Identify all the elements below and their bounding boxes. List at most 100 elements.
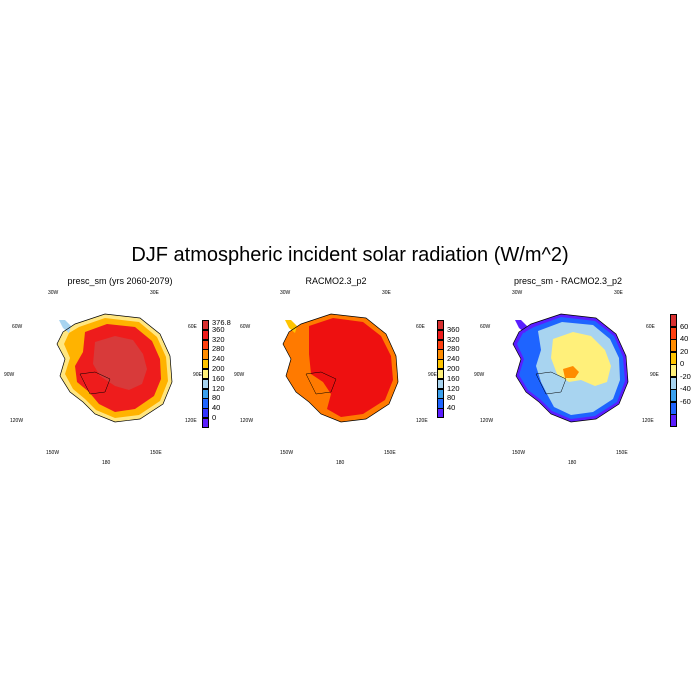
colorbar-cell — [437, 359, 444, 370]
colorbar-label: 320 — [447, 334, 460, 344]
colorbar-label: 200 — [447, 364, 460, 373]
lon-label-150e: 150E — [150, 450, 162, 456]
colorbar-label: 120 — [212, 383, 225, 393]
peninsula — [59, 320, 71, 333]
colorbar-cell — [670, 351, 677, 365]
colorbar-cell — [437, 388, 444, 399]
colorbar-label: 360 — [447, 324, 460, 334]
colorbar-cell — [202, 408, 209, 419]
colorbar-cell — [437, 329, 444, 341]
colorbar-label: 40 — [447, 403, 456, 413]
colorbar-cell — [202, 359, 209, 370]
colorbar-cell — [670, 339, 677, 352]
colorbar-label: 80 — [212, 393, 221, 403]
lon-label-180: 180 — [336, 460, 345, 466]
colorbar-label: 0 — [212, 413, 217, 422]
colorbar-cell — [202, 339, 209, 350]
lon-label-120w: 120W — [10, 418, 24, 424]
colorbar-label: 280 — [212, 344, 225, 354]
antarctica-map-presc-sm — [56, 313, 173, 423]
colorbar-cell — [670, 314, 677, 327]
antarctica-map-difference — [512, 313, 629, 423]
colorbar-cell — [202, 369, 209, 380]
ice-shelf-outline — [56, 313, 173, 423]
panel-difference: presc_sm - RACMO2.3_p2 30W 30E 60W 60E 9… — [474, 276, 696, 466]
peninsula — [515, 320, 527, 333]
colorbar-cell — [670, 376, 677, 390]
colorbar-cell — [670, 414, 677, 427]
lon-label-120e: 120E — [416, 418, 428, 424]
colorbar-cell — [202, 418, 209, 429]
colorbar-label: 240 — [212, 354, 225, 364]
colorbar-label: 160 — [447, 373, 460, 383]
lon-label-90e: 90E — [193, 372, 202, 378]
lon-label-30e: 30E — [382, 290, 391, 296]
colorbar-label: 120 — [447, 383, 460, 393]
colorbar-label: -40 — [680, 384, 691, 393]
colorbar-label: 160 — [212, 373, 225, 383]
lon-label-120e: 120E — [642, 418, 654, 424]
peninsula — [285, 320, 297, 333]
colorbar-label: 320 — [212, 334, 225, 344]
ice-shelf-outline — [282, 313, 399, 423]
lon-label-180: 180 — [102, 460, 111, 466]
lon-label-150w: 150W — [280, 450, 294, 456]
colorbar-cell — [670, 364, 677, 377]
colorbar-cell — [202, 329, 209, 341]
lon-label-30w: 30W — [512, 290, 523, 296]
colorbar-label: 60 — [680, 321, 689, 331]
colorbar-label: 280 — [447, 344, 460, 354]
lon-label-60w: 60W — [12, 324, 23, 330]
colorbar-label: 200 — [212, 364, 225, 373]
colorbar-label: -20 — [680, 371, 691, 381]
interior-anomaly — [563, 366, 579, 378]
colorbar-label: 40 — [212, 403, 221, 413]
colorbar-label: 40 — [680, 334, 689, 343]
lon-label-60w: 60W — [240, 324, 251, 330]
antarctica-map-racmo — [282, 313, 399, 423]
colorbar-cell — [202, 320, 209, 331]
lon-label-150w: 150W — [512, 450, 526, 456]
colorbar-label: 360 — [212, 324, 225, 334]
colorbar-cell — [670, 401, 677, 415]
lon-label-90e: 90E — [650, 372, 659, 378]
colorbar-label: 0 — [680, 359, 685, 368]
lon-label-150e: 150E — [616, 450, 628, 456]
panel-title: RACMO2.3_p2 — [305, 276, 367, 286]
lon-label-30e: 30E — [150, 290, 159, 296]
lon-label-120w: 120W — [240, 418, 254, 424]
lon-label-30w: 30W — [48, 290, 59, 296]
lon-label-90w: 90W — [234, 372, 245, 378]
lon-label-90w: 90W — [4, 372, 15, 378]
lon-label-120e: 120E — [185, 418, 197, 424]
colorbar-label: 240 — [447, 354, 460, 364]
colorbar-label: 20 — [680, 346, 689, 356]
lon-label-90e: 90E — [428, 372, 437, 378]
panel-racmo: RACMO2.3_p2 30W 30E 60W 60E 90W 90E 120W… — [234, 276, 466, 466]
lon-label-180: 180 — [568, 460, 577, 466]
lon-label-30w: 30W — [280, 290, 291, 296]
lon-label-30e: 30E — [614, 290, 623, 296]
lon-label-60e: 60E — [416, 324, 425, 330]
colorbar-label: -60 — [680, 396, 691, 406]
colorbar-label: 376.8 — [212, 318, 231, 327]
lon-label-150w: 150W — [46, 450, 60, 456]
colorbar-cell — [437, 349, 444, 360]
colorbar-cell — [437, 320, 444, 331]
lon-label-60e: 60E — [188, 324, 197, 330]
lon-label-60e: 60E — [646, 324, 655, 330]
lon-label-150e: 150E — [384, 450, 396, 456]
lon-label-120w: 120W — [480, 418, 494, 424]
colorbar-label: 80 — [447, 393, 456, 403]
grounding-line — [79, 371, 111, 395]
colorbar-cell — [670, 389, 677, 402]
colorbar-cell — [202, 378, 209, 390]
colorbar-cell — [437, 408, 444, 419]
colorbar-cell — [437, 378, 444, 390]
colorbar-cell — [437, 339, 444, 350]
lon-label-90w: 90W — [474, 372, 485, 378]
lon-label-60w: 60W — [480, 324, 491, 330]
colorbar-cell — [202, 388, 209, 399]
grounding-line — [535, 371, 567, 395]
colorbar-cell — [437, 398, 444, 409]
